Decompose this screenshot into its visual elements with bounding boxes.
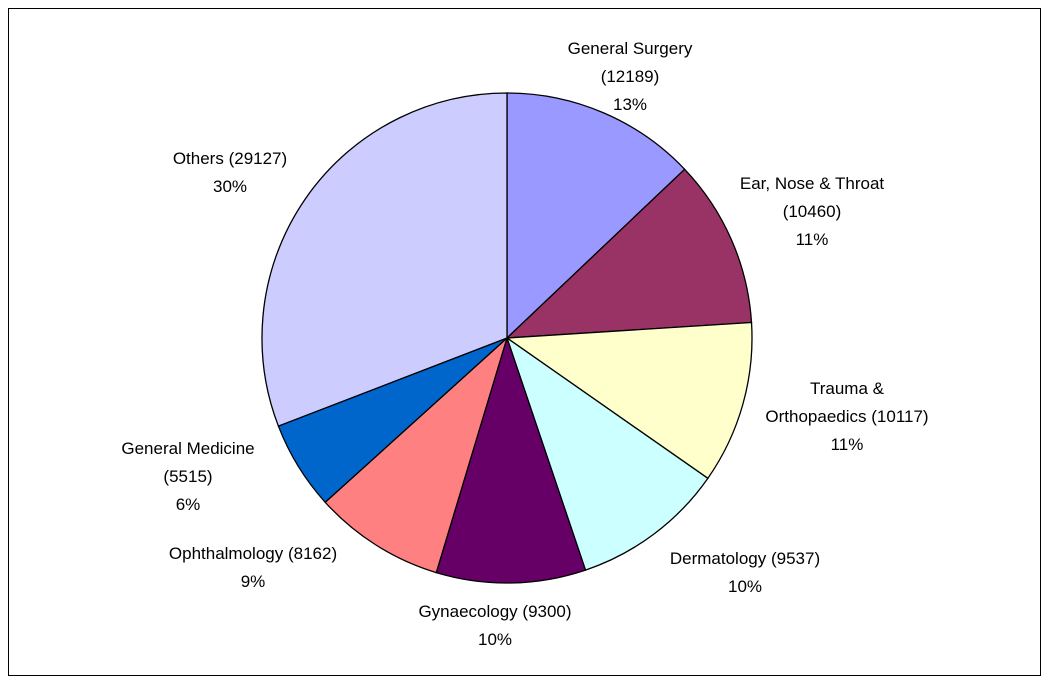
slice-label: Dermatology (9537) 10% [615,545,875,601]
value-label: (12189) [600,67,660,86]
percent-label: 30% [212,177,248,196]
percent-label: 13% [612,95,648,114]
slice-label: Ophthalmology (8162) 9% [123,540,383,596]
percent-label: 11% [830,435,864,454]
value-label: (29127) [228,149,288,168]
pie-slice [435,335,587,584]
percent-label: 10% [477,630,513,649]
category-label: Ophthalmology [168,544,284,563]
pie-slice [324,335,509,574]
category-label: Dermatology [669,549,767,568]
percent-label: 9% [240,572,266,591]
value-label: (5515) [163,467,213,486]
slice-label: Trauma & Orthopaedics (10117) 11% [761,375,933,459]
category-label: Trauma & Orthopaedics [765,379,884,426]
pie-slice [261,92,508,427]
category-label: Others [172,149,224,168]
percent-label: 11% [795,230,829,249]
pie-slice [505,336,709,571]
category-label: General Medicine [121,439,255,458]
category-label: Ear, Nose & Throat [739,174,885,193]
value-label: (10460) [782,202,842,221]
value-label: (9300) [522,602,572,621]
value-label: (9537) [770,549,821,568]
pie-slice [506,92,686,340]
slice-label: Ear, Nose & Throat (10460) 11% [732,170,892,254]
category-label: General Surgery [567,39,693,58]
slice-label: General Surgery (12189) 13% [560,35,700,119]
slice-label: Others (29127) 30% [100,145,360,201]
percent-label: 10% [727,577,763,596]
pie-slice [505,321,753,480]
value-label: (8162) [287,544,338,563]
slice-label: Gynaecology (9300) 10% [365,598,625,654]
slice-label: General Medicine (5515) 6% [118,435,258,519]
percent-label: 6% [175,495,201,514]
value-label: (10117) [871,407,929,426]
category-label: Gynaecology [418,602,518,621]
pie-slice [505,168,753,339]
